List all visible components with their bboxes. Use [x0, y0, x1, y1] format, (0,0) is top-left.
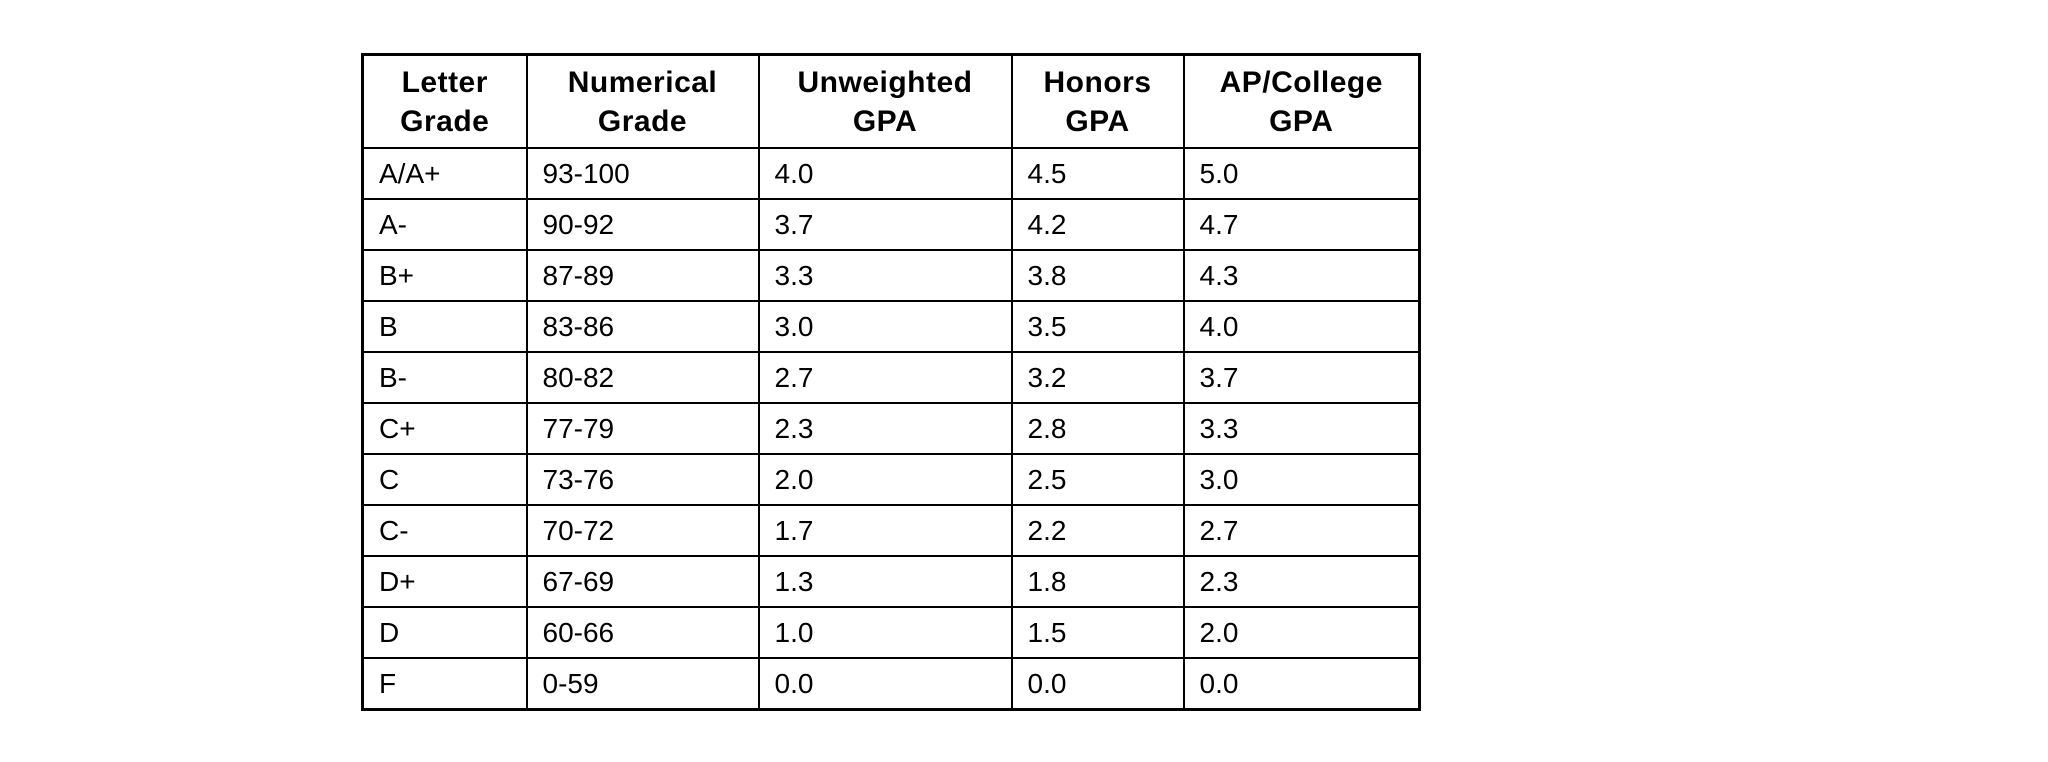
cell-letter-grade: C+	[361, 402, 528, 455]
cell-letter-grade: B	[361, 300, 528, 353]
cell-unweighted-gpa: 3.7	[757, 198, 1013, 251]
gpa-conversion-table: Letter Grade Numerical Grade Unweighted …	[361, 53, 1421, 711]
cell-unweighted-gpa: 3.0	[757, 300, 1013, 353]
cell-unweighted-gpa: 2.0	[757, 453, 1013, 506]
cell-numerical-grade: 77-79	[525, 402, 760, 455]
cell-ap-college-gpa: 2.3	[1182, 555, 1421, 608]
cell-ap-college-gpa: 3.7	[1182, 351, 1421, 404]
cell-honors-gpa: 1.5	[1010, 606, 1185, 659]
cell-numerical-grade: 67-69	[525, 555, 760, 608]
cell-honors-gpa: 2.8	[1010, 402, 1185, 455]
table-row: D 60-66 1.0 1.5 2.0	[361, 606, 1421, 659]
cell-ap-college-gpa: 2.0	[1182, 606, 1421, 659]
table-row: C 73-76 2.0 2.5 3.0	[361, 453, 1421, 506]
cell-unweighted-gpa: 1.7	[757, 504, 1013, 557]
column-header-unweighted-gpa: Unweighted GPA	[757, 53, 1013, 149]
cell-unweighted-gpa: 1.0	[757, 606, 1013, 659]
header-row: Letter Grade Numerical Grade Unweighted …	[361, 53, 1421, 149]
table-row: F 0-59 0.0 0.0 0.0	[361, 657, 1421, 711]
cell-unweighted-gpa: 2.3	[757, 402, 1013, 455]
cell-honors-gpa: 3.8	[1010, 249, 1185, 302]
cell-ap-college-gpa: 5.0	[1182, 147, 1421, 200]
table-row: A/A+ 93-100 4.0 4.5 5.0	[361, 147, 1421, 200]
cell-honors-gpa: 4.2	[1010, 198, 1185, 251]
cell-letter-grade: D	[361, 606, 528, 659]
cell-honors-gpa: 3.5	[1010, 300, 1185, 353]
table-row: A- 90-92 3.7 4.2 4.7	[361, 198, 1421, 251]
cell-numerical-grade: 80-82	[525, 351, 760, 404]
cell-numerical-grade: 60-66	[525, 606, 760, 659]
cell-unweighted-gpa: 4.0	[757, 147, 1013, 200]
cell-letter-grade: B+	[361, 249, 528, 302]
cell-numerical-grade: 83-86	[525, 300, 760, 353]
column-header-numerical-grade: Numerical Grade	[525, 53, 760, 149]
cell-letter-grade: A-	[361, 198, 528, 251]
cell-honors-gpa: 2.5	[1010, 453, 1185, 506]
table-row: D+ 67-69 1.3 1.8 2.3	[361, 555, 1421, 608]
column-header-ap-college-gpa: AP/College GPA	[1182, 53, 1421, 149]
cell-honors-gpa: 4.5	[1010, 147, 1185, 200]
cell-ap-college-gpa: 4.7	[1182, 198, 1421, 251]
cell-letter-grade: D+	[361, 555, 528, 608]
cell-ap-college-gpa: 3.3	[1182, 402, 1421, 455]
cell-numerical-grade: 70-72	[525, 504, 760, 557]
cell-ap-college-gpa: 0.0	[1182, 657, 1421, 711]
table-row: B 83-86 3.0 3.5 4.0	[361, 300, 1421, 353]
cell-ap-college-gpa: 4.3	[1182, 249, 1421, 302]
cell-letter-grade: A/A+	[361, 147, 528, 200]
cell-honors-gpa: 1.8	[1010, 555, 1185, 608]
cell-numerical-grade: 87-89	[525, 249, 760, 302]
cell-letter-grade: F	[361, 657, 528, 711]
cell-letter-grade: B-	[361, 351, 528, 404]
cell-ap-college-gpa: 2.7	[1182, 504, 1421, 557]
table-row: B- 80-82 2.7 3.2 3.7	[361, 351, 1421, 404]
cell-unweighted-gpa: 3.3	[757, 249, 1013, 302]
table-row: B+ 87-89 3.3 3.8 4.3	[361, 249, 1421, 302]
cell-honors-gpa: 3.2	[1010, 351, 1185, 404]
cell-numerical-grade: 0-59	[525, 657, 760, 711]
cell-ap-college-gpa: 3.0	[1182, 453, 1421, 506]
cell-numerical-grade: 93-100	[525, 147, 760, 200]
table-row: C+ 77-79 2.3 2.8 3.3	[361, 402, 1421, 455]
cell-unweighted-gpa: 2.7	[757, 351, 1013, 404]
cell-ap-college-gpa: 4.0	[1182, 300, 1421, 353]
column-header-letter-grade: Letter Grade	[361, 53, 528, 149]
cell-letter-grade: C-	[361, 504, 528, 557]
cell-numerical-grade: 73-76	[525, 453, 760, 506]
cell-letter-grade: C	[361, 453, 528, 506]
cell-unweighted-gpa: 0.0	[757, 657, 1013, 711]
cell-numerical-grade: 90-92	[525, 198, 760, 251]
column-header-honors-gpa: Honors GPA	[1010, 53, 1185, 149]
table-row: C- 70-72 1.7 2.2 2.7	[361, 504, 1421, 557]
cell-unweighted-gpa: 1.3	[757, 555, 1013, 608]
cell-honors-gpa: 2.2	[1010, 504, 1185, 557]
cell-honors-gpa: 0.0	[1010, 657, 1185, 711]
